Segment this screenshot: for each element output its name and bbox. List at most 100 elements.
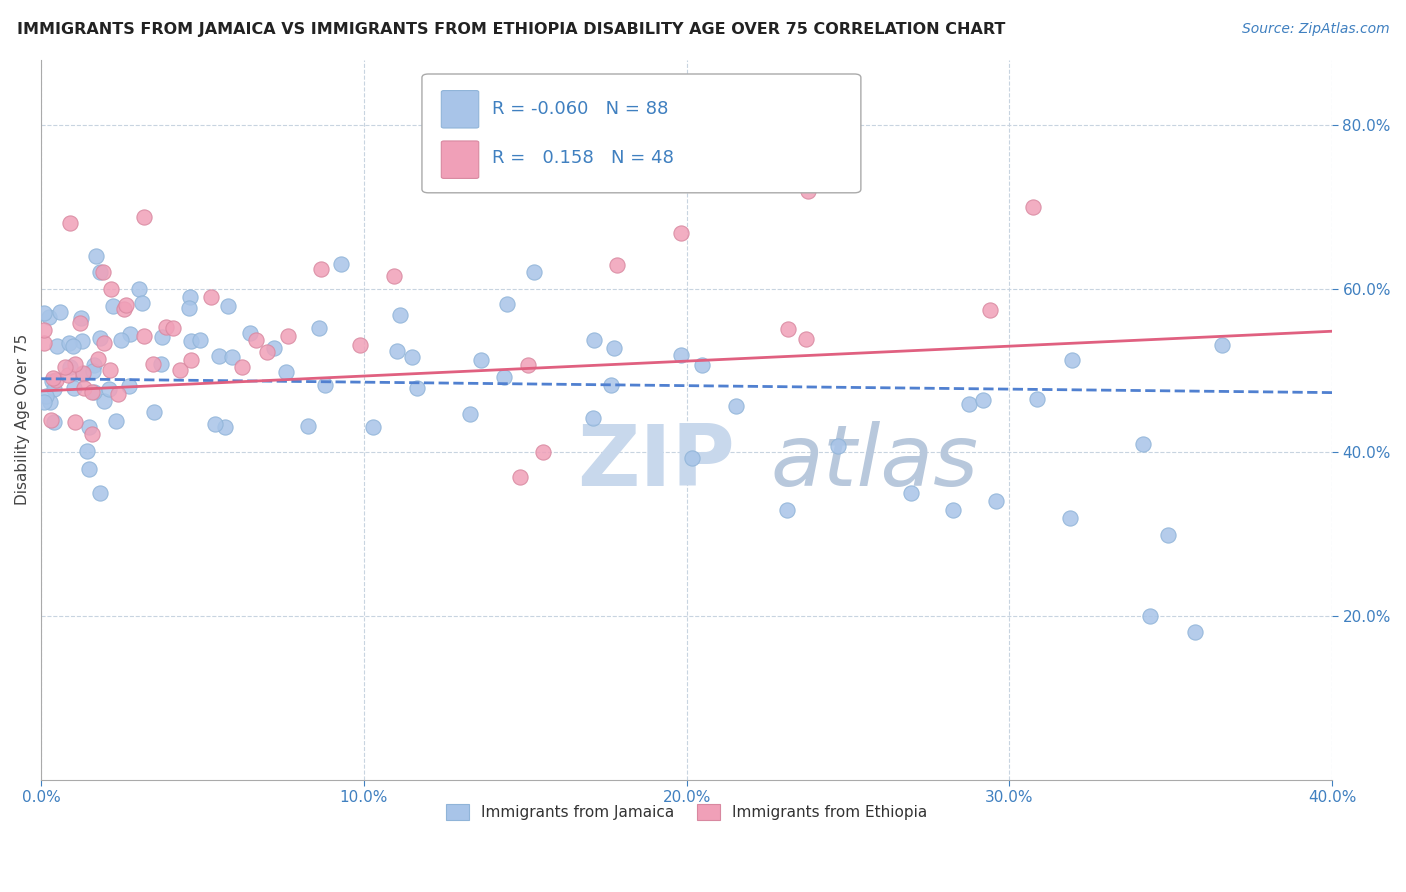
Point	[245, 333, 267, 347]
Point	[77, 419, 100, 434]
FancyBboxPatch shape	[441, 141, 479, 178]
Text: R =   0.158   N = 48: R = 0.158 N = 48	[492, 149, 673, 167]
Point	[180, 353, 202, 368]
Point	[494, 370, 516, 384]
Text: R = -0.060   N = 88: R = -0.060 N = 88	[492, 100, 668, 118]
Point	[388, 308, 411, 322]
Point	[204, 417, 226, 431]
Point	[155, 320, 177, 334]
Point	[63, 357, 86, 371]
Point	[669, 227, 692, 241]
Point	[112, 301, 135, 316]
Point	[509, 470, 531, 484]
Point	[382, 268, 405, 283]
Point	[349, 338, 371, 352]
Point	[44, 382, 66, 396]
Point	[98, 382, 121, 396]
Point	[82, 427, 104, 442]
Point	[1059, 510, 1081, 524]
Point	[45, 373, 67, 387]
Point	[308, 320, 330, 334]
Point	[942, 502, 965, 516]
Point	[239, 326, 262, 340]
Point	[401, 350, 423, 364]
Point	[1025, 392, 1047, 407]
Point	[692, 358, 714, 372]
Point	[89, 486, 111, 500]
Text: IMMIGRANTS FROM JAMAICA VS IMMIGRANTS FROM ETHIOPIA DISABILITY AGE OVER 75 CORRE: IMMIGRANTS FROM JAMAICA VS IMMIGRANTS FR…	[17, 22, 1005, 37]
Point	[83, 384, 105, 399]
Point	[582, 411, 605, 425]
Point	[132, 328, 155, 343]
Point	[179, 290, 201, 304]
Point	[517, 358, 540, 372]
Point	[274, 365, 297, 379]
Point	[70, 334, 93, 348]
Point	[82, 364, 104, 378]
Point	[42, 370, 65, 384]
Point	[49, 305, 72, 319]
Point	[35, 389, 58, 403]
Point	[110, 333, 132, 347]
Point	[1157, 527, 1180, 541]
Point	[53, 360, 76, 375]
Point	[957, 397, 980, 411]
Point	[162, 320, 184, 334]
Point	[89, 331, 111, 345]
Point	[72, 366, 94, 380]
Point	[827, 439, 849, 453]
Point	[69, 316, 91, 330]
Point	[603, 341, 626, 355]
Point	[100, 282, 122, 296]
Point	[142, 358, 165, 372]
Point	[231, 360, 253, 375]
Point	[256, 345, 278, 359]
Point	[385, 344, 408, 359]
Point	[63, 415, 86, 429]
FancyBboxPatch shape	[441, 91, 479, 128]
Point	[277, 329, 299, 343]
Point	[38, 310, 60, 324]
Point	[131, 295, 153, 310]
Point	[900, 486, 922, 500]
Point	[796, 184, 818, 198]
Point	[523, 265, 546, 279]
Point	[34, 395, 56, 409]
Point	[724, 399, 747, 413]
Point	[128, 282, 150, 296]
Point	[58, 336, 80, 351]
Point	[114, 298, 136, 312]
Point	[470, 352, 492, 367]
Point	[1022, 200, 1045, 214]
Point	[208, 349, 231, 363]
Point	[34, 335, 56, 350]
Point	[89, 265, 111, 279]
Point	[105, 414, 128, 428]
Point	[98, 363, 121, 377]
Point	[46, 339, 69, 353]
Text: Source: ZipAtlas.com: Source: ZipAtlas.com	[1241, 22, 1389, 37]
FancyBboxPatch shape	[422, 74, 860, 193]
Point	[1139, 609, 1161, 624]
Point	[496, 297, 519, 311]
Point	[221, 350, 243, 364]
Point	[458, 407, 481, 421]
Point	[80, 385, 103, 400]
Point	[107, 387, 129, 401]
Point	[73, 381, 96, 395]
Point	[34, 306, 56, 320]
Point	[62, 339, 84, 353]
Point	[363, 419, 385, 434]
Point	[681, 450, 703, 465]
Text: ZIP: ZIP	[576, 421, 734, 504]
Point	[972, 392, 994, 407]
Point	[76, 444, 98, 458]
Point	[169, 363, 191, 377]
Point	[34, 323, 56, 337]
Point	[39, 395, 62, 409]
Point	[41, 374, 63, 388]
Point	[583, 333, 606, 347]
Y-axis label: Disability Age Over 75: Disability Age Over 75	[15, 334, 30, 505]
Point	[606, 258, 628, 272]
Point	[86, 249, 108, 263]
